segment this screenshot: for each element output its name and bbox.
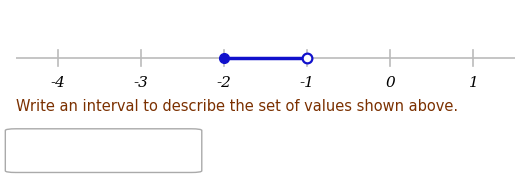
Text: -4: -4 <box>50 76 65 90</box>
Text: 0: 0 <box>386 76 395 90</box>
Text: -2: -2 <box>217 76 232 90</box>
FancyBboxPatch shape <box>5 129 202 173</box>
Text: Write an interval to describe the set of values shown above.: Write an interval to describe the set of… <box>16 99 458 114</box>
Text: -1: -1 <box>299 76 314 90</box>
Text: -3: -3 <box>133 76 148 90</box>
Text: 1: 1 <box>468 76 478 90</box>
